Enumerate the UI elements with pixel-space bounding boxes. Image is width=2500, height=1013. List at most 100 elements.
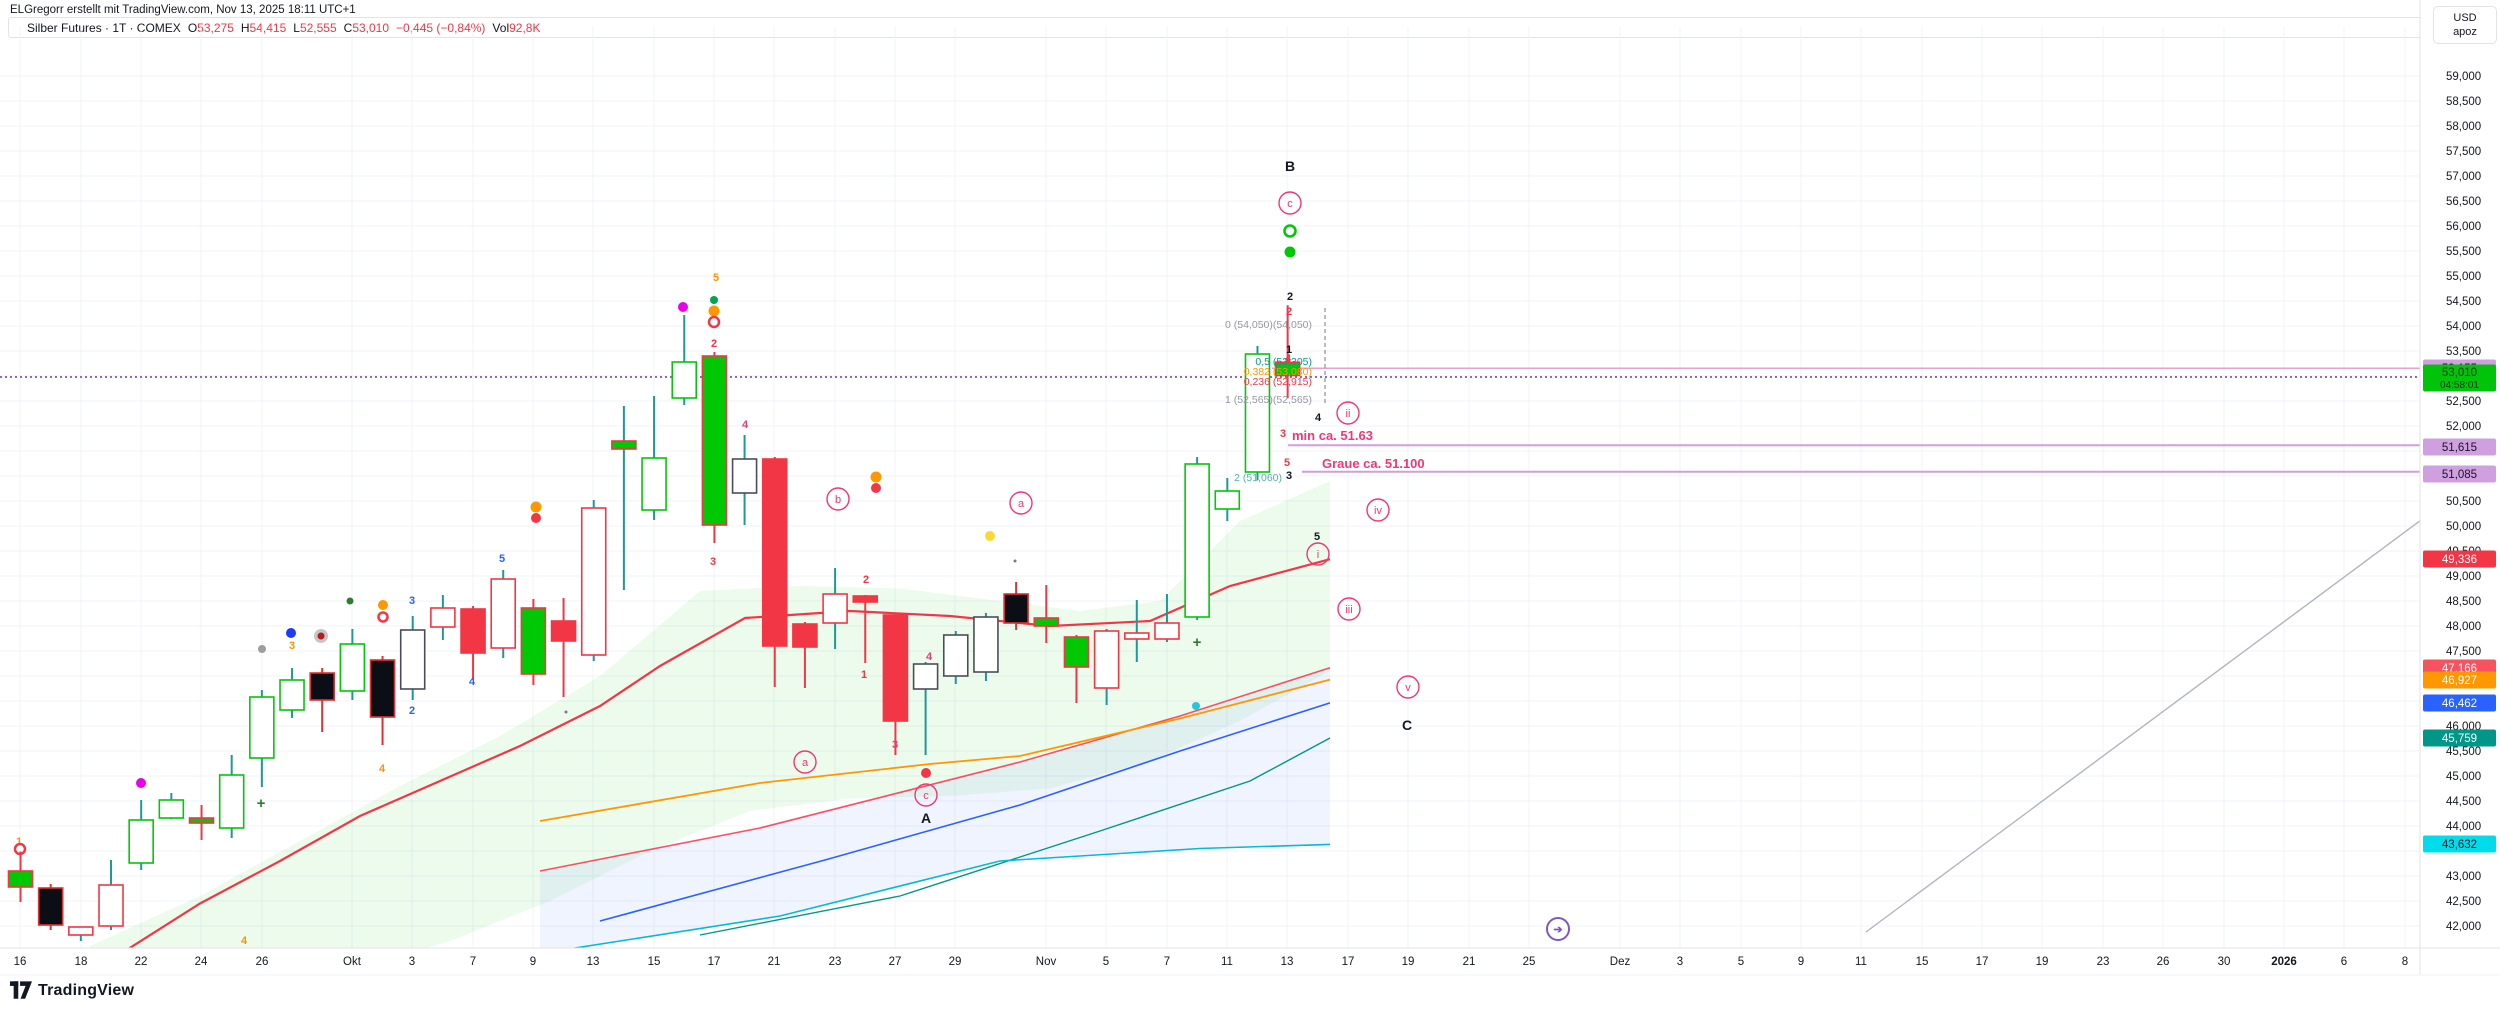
svg-text:a: a [1018,498,1025,510]
candle [1214,478,1241,521]
ma-pink [539,666,1331,872]
currency-label: USD [2453,12,2477,24]
candle [942,631,969,684]
candle [128,800,154,870]
circled-iii: iii [1337,597,1361,621]
price-tick: 45,000 [2446,771,2481,783]
svg-text:c: c [923,790,929,802]
candle [399,616,426,700]
date-axis[interactable]: 16 18 22 24 26 Okt 3 7 9 13 15 17 21 23 27 29 Nov 5 7 11 13 1… [14,956,2409,968]
price-tick: 45,500 [2446,746,2481,758]
svg-text:i: i [1317,549,1319,561]
signal-dot [1284,246,1296,258]
price-tick: 44,500 [2446,796,2481,808]
gray-trendline[interactable] [1865,505,2441,933]
currency-unit-toggle[interactable]: USD apoz [2433,6,2497,44]
wave-number: 2 [863,574,869,586]
svg-text:43,632: 43,632 [2442,839,2477,851]
svg-text:51,615: 51,615 [2442,442,2477,454]
signal-dot [378,600,388,610]
signal-dot [136,778,146,788]
ma-red [127,558,1331,948]
wave-number: 3 [289,640,295,652]
price-tick: 56,000 [2446,221,2481,233]
fib-label: 0,5 (53,305) [1255,356,1312,368]
symbol-legend[interactable]: Silber Futures · 1T · COMEX O53,275 H54,… [8,17,2490,38]
signal-dot [531,513,541,523]
date-tick: 16 [14,956,27,968]
wave-letter-B: B [1285,158,1295,174]
date-tick: Nov [1036,956,1057,968]
wave-letter-A: A [921,810,931,826]
date-tick: 13 [587,956,600,968]
date-tick: 13 [1281,956,1294,968]
date-tick: 25 [1523,956,1536,968]
wave-number: 3 [892,739,898,751]
candle [761,457,788,687]
signal-dot [708,305,720,317]
date-tick: 23 [829,956,842,968]
candle [973,613,999,681]
price-axis[interactable]: 42,000 42,500 43,000 44,000 44,500 45,000 45,5… [2446,71,2481,933]
price-tick: 48,000 [2446,621,2481,633]
signal-dot [678,302,688,312]
date-tick: 5 [1738,956,1744,968]
candle [701,352,728,543]
open-value: O53,275 [187,20,234,35]
tradingview-logo[interactable]: TradingView [10,981,134,1000]
date-tick: 23 [2097,956,2110,968]
candle [580,500,607,661]
circled-i: i [1306,542,1330,566]
candle [1123,600,1150,662]
svg-text:a: a [802,757,809,769]
wave-number: 4 [1285,353,1292,365]
circled-a: a [793,750,817,774]
fib-labels: 0 (54,050)(54,050) 0,5 (53,305)0,382 (53,… [1225,319,1312,484]
ma-teal [699,737,1331,936]
attribution-text: ELGregorr erstellt mit TradingView.com, … [10,4,356,16]
price-tick: 47,500 [2446,646,2481,658]
price-tick: 43,000 [2446,871,2481,883]
price-badges: 53,15553,01004:58:0151,61551,08549,33647… [2423,359,2496,853]
candle [882,613,909,755]
signal-dot [921,768,931,778]
wave-number: 1 [861,669,867,681]
price-tick: 57,500 [2446,146,2481,158]
tradingview-logo-icon [10,981,32,999]
signal-dot [1013,559,1017,563]
price-tick: 52,500 [2446,396,2481,408]
wave-number: 2 [409,705,415,717]
candle [1274,305,1301,399]
ma-lines [127,558,1331,948]
price-badge-46,462: 46,462 [2423,694,2496,712]
arrow-marker-icon[interactable]: ➔ [1546,917,1570,941]
candle [912,662,939,755]
wave-number: 3 [1286,470,1292,482]
wave-number: 5 [1314,531,1320,543]
symbol-title: Silber Futures · 1T · COMEX [27,20,181,35]
low-value: L52,555 [293,20,337,35]
signal-dot [1283,224,1297,238]
circled-c: c [914,783,938,807]
date-tick: 15 [648,956,661,968]
ma-blue [599,702,1331,922]
date-tick: 6 [2341,956,2347,968]
candle [218,755,245,838]
candle [1154,594,1180,642]
candle [731,435,758,525]
fib-label: 2 (51,060) [1234,472,1282,484]
signal-dot [871,483,881,493]
circled-ii: ii [1336,401,1360,425]
candle [671,315,698,405]
date-tick: 30 [2218,956,2231,968]
circled-a: a [1009,491,1033,515]
level-rays[interactable] [1272,367,2420,473]
candle [852,595,879,663]
price-tick: 57,000 [2446,171,2481,183]
fib-label: 0,382 (53,080) [1244,366,1312,378]
change-value: −0,445 (−0,84%) [396,20,486,35]
date-tick: 17 [1342,956,1355,968]
candle [822,568,848,649]
